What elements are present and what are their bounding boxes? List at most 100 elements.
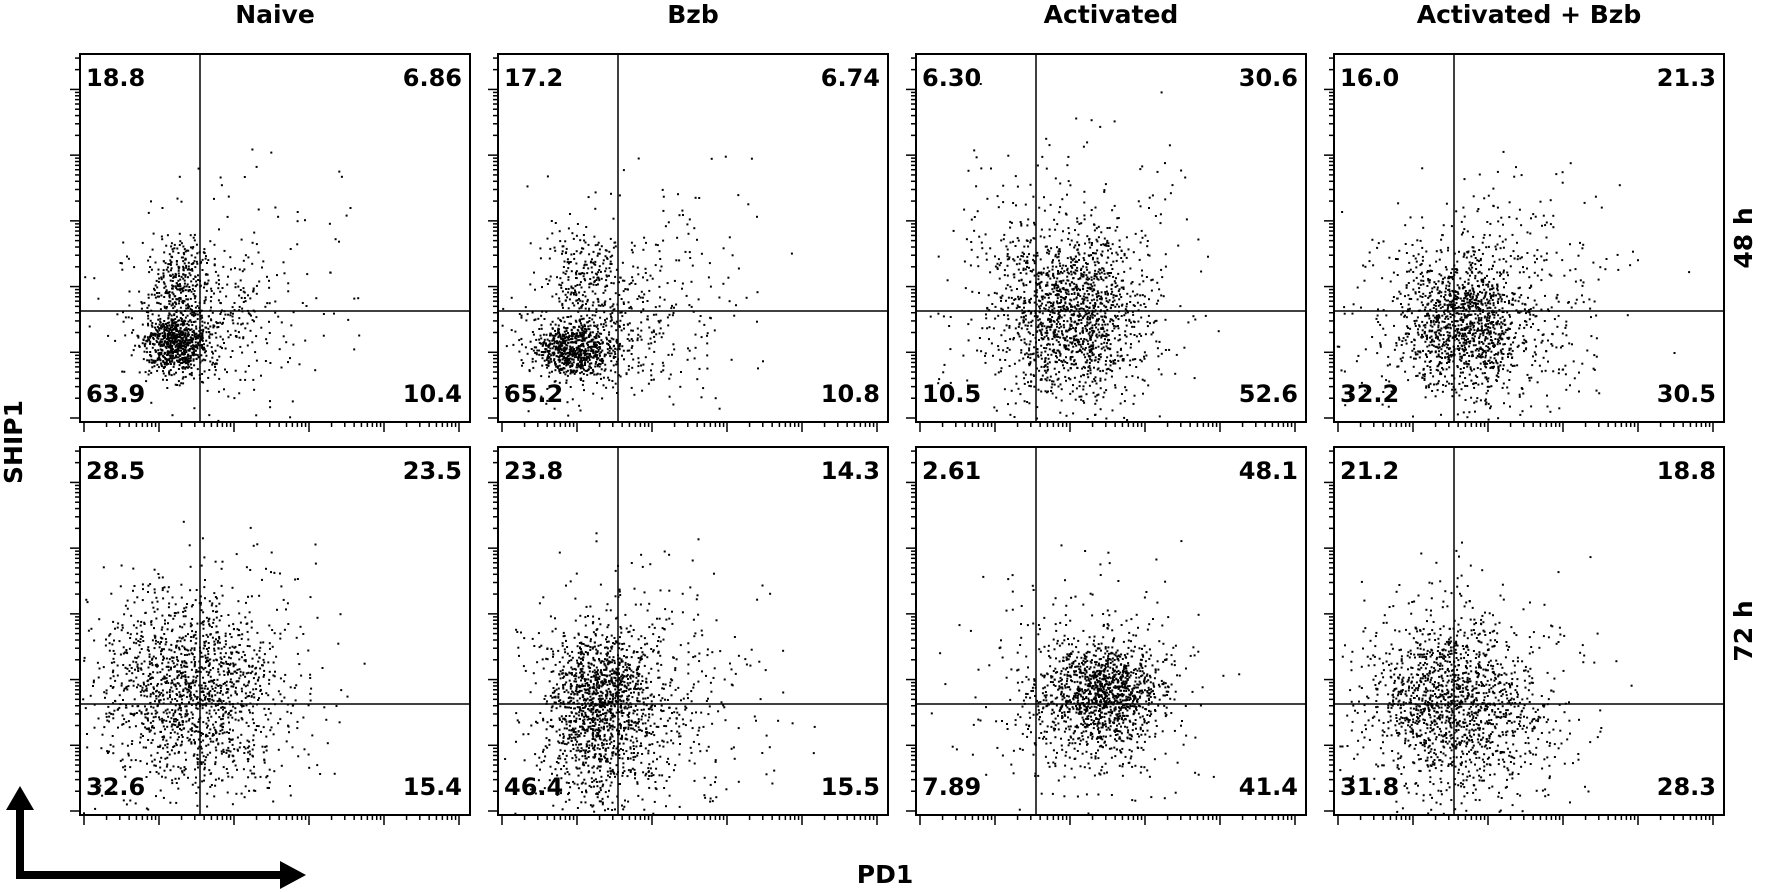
- event-dot: [292, 311, 295, 314]
- event-dot: [558, 297, 561, 300]
- event-dot: [1082, 274, 1085, 276]
- event-dot: [1044, 245, 1047, 248]
- event-dot: [126, 255, 128, 258]
- event-dot: [1042, 267, 1045, 270]
- event-dot: [1449, 323, 1451, 326]
- event-dot: [175, 315, 178, 318]
- event-dot: [185, 304, 188, 307]
- event-dot: [266, 302, 269, 305]
- event-dot: [587, 243, 590, 246]
- event-dot: [1082, 302, 1085, 305]
- event-dot: [1148, 207, 1150, 209]
- event-dot: [569, 293, 572, 296]
- event-dot: [171, 339, 174, 342]
- event-dot: [540, 342, 542, 345]
- event-dot: [623, 279, 626, 282]
- event-dot: [677, 193, 679, 196]
- event-dot: [604, 285, 607, 288]
- event-dot: [172, 340, 175, 343]
- event-dot: [578, 291, 581, 294]
- event-dot: [593, 324, 596, 327]
- event-dot: [698, 367, 701, 370]
- event-dot: [206, 273, 209, 276]
- event-dot: [168, 290, 171, 293]
- event-dot: [196, 252, 199, 255]
- event-dot: [178, 232, 181, 235]
- event-dot: [1043, 196, 1045, 199]
- event-dot: [588, 346, 591, 348]
- event-dot: [612, 282, 615, 285]
- event-dot: [1046, 362, 1049, 365]
- event-dot: [573, 348, 575, 350]
- event-dot: [548, 371, 551, 374]
- event-dot: [981, 247, 984, 250]
- event-dot: [598, 341, 600, 344]
- event-dot: [167, 263, 170, 266]
- event-dot: [169, 279, 172, 282]
- event-dot: [1055, 284, 1058, 287]
- event-dot: [174, 345, 177, 348]
- event-dot: [611, 380, 614, 382]
- event-dot: [1074, 286, 1077, 289]
- event-dot: [1143, 351, 1146, 354]
- event-dot: [183, 285, 186, 288]
- event-dot: [1067, 369, 1070, 372]
- event-dot: [1075, 117, 1078, 120]
- event-dot: [261, 266, 263, 269]
- event-dot: [188, 365, 191, 368]
- event-dot: [191, 338, 194, 341]
- event-dot: [1497, 292, 1500, 295]
- event-dot: [223, 388, 225, 391]
- event-dot: [1114, 325, 1117, 328]
- event-dot: [1090, 326, 1093, 329]
- event-dot: [181, 371, 184, 374]
- event-dot: [186, 366, 189, 369]
- event-dot: [965, 238, 968, 241]
- event-dot: [1120, 279, 1123, 282]
- event-dot: [559, 359, 562, 362]
- event-dot: [178, 297, 181, 299]
- event-dot: [578, 349, 581, 352]
- event-dot: [239, 279, 242, 282]
- event-dot: [1069, 327, 1072, 330]
- event-dot: [1058, 259, 1060, 262]
- event-dot: [631, 251, 634, 254]
- event-dot: [592, 349, 595, 352]
- event-dot: [681, 282, 684, 285]
- event-dot: [1032, 254, 1035, 257]
- event-dot: [561, 352, 563, 355]
- event-dot: [329, 271, 332, 274]
- event-dot: [163, 341, 166, 344]
- event-dot: [1501, 307, 1504, 310]
- event-dot: [1033, 385, 1036, 388]
- event-dot: [549, 334, 551, 337]
- event-dot: [177, 342, 180, 345]
- event-dot: [175, 323, 178, 326]
- event-dot: [194, 276, 197, 278]
- event-dot: [1433, 286, 1436, 289]
- event-dot: [652, 313, 655, 316]
- event-dot: [191, 351, 194, 354]
- event-dot: [175, 326, 178, 329]
- event-dot: [1057, 316, 1060, 318]
- event-dot: [567, 316, 570, 318]
- event-dot: [147, 304, 150, 307]
- event-dot: [1217, 330, 1220, 333]
- event-dot: [347, 318, 350, 321]
- event-dot: [558, 364, 561, 367]
- event-dot: [618, 281, 620, 284]
- event-dot: [1037, 299, 1040, 302]
- event-dot: [574, 337, 577, 340]
- event-dot: [577, 364, 580, 367]
- event-dot: [167, 270, 170, 273]
- event-dot: [176, 336, 179, 339]
- event-dot: [986, 197, 989, 200]
- event-dot: [1117, 327, 1120, 330]
- event-dot: [1096, 290, 1099, 293]
- event-dot: [540, 337, 543, 340]
- event-dot: [238, 268, 241, 271]
- event-dot: [1006, 284, 1009, 287]
- event-dot: [177, 380, 180, 383]
- event-dot: [668, 313, 671, 316]
- event-dot: [610, 263, 613, 265]
